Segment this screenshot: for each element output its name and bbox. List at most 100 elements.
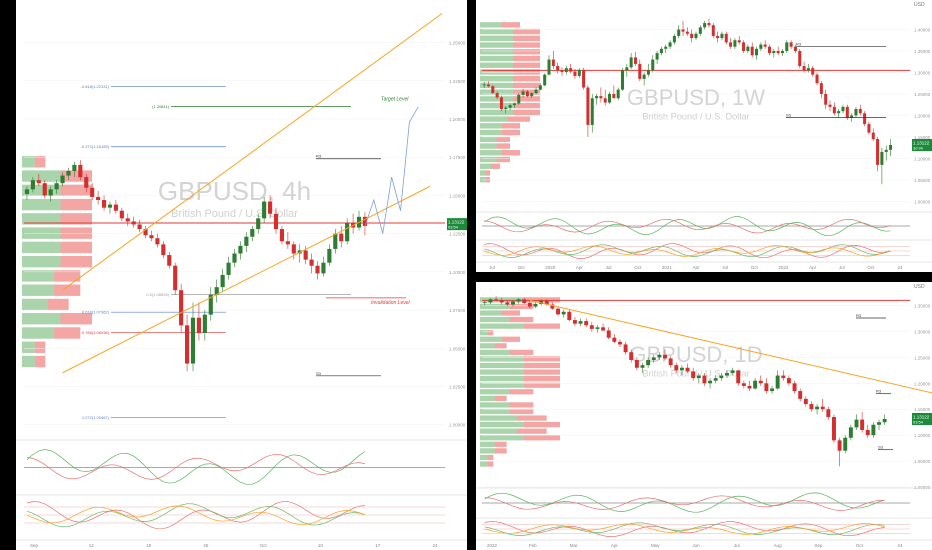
volume-profile-bar xyxy=(524,421,560,428)
fib-level-label: 0.5(1.08526) xyxy=(146,292,169,297)
current-price-badge[interactable] xyxy=(447,218,467,231)
volume-profile-bar xyxy=(513,28,540,35)
candle xyxy=(36,180,41,184)
candle xyxy=(871,132,875,140)
volume-profile-bar xyxy=(480,310,502,316)
volume-profile-bar xyxy=(502,123,520,129)
volume-profile-bar xyxy=(480,129,502,136)
current-price-badge[interactable] xyxy=(912,139,932,152)
candle xyxy=(780,50,784,54)
candle xyxy=(620,70,625,90)
fib-level-label: -0.618(1.22131) xyxy=(81,84,110,89)
time-tick-label: Feb xyxy=(529,543,537,548)
volume-profile-bar xyxy=(54,270,81,282)
current-price-value: 1.13122 xyxy=(913,141,930,146)
candle xyxy=(832,417,836,441)
volume-profile-bar xyxy=(22,241,61,254)
time-tick-label: Oct xyxy=(518,265,526,270)
volume-profile-bar xyxy=(34,156,46,168)
volume-profile-bar xyxy=(491,163,500,169)
rsi-line xyxy=(484,492,885,513)
candle xyxy=(690,33,694,39)
current-price-badge[interactable] xyxy=(912,412,932,425)
chart-subtitle: British Pound / U.S. Dollar xyxy=(642,368,749,378)
fib-level-label: 0.786(1.06038) xyxy=(82,330,110,335)
volume-profile-bar xyxy=(480,156,497,163)
volume-profile-bar xyxy=(22,213,61,225)
time-tick-label: Apr xyxy=(576,265,584,270)
candle xyxy=(889,145,893,150)
annotation-label: R3 xyxy=(796,42,802,47)
time-tick-label: 2022 xyxy=(487,543,498,548)
price-tick-label: 1.20000 xyxy=(449,117,466,122)
time-tick-label: 24 xyxy=(897,543,903,548)
volume-profile-bar xyxy=(480,421,524,428)
price-tick-label: 1.10000 xyxy=(449,270,466,275)
volume-profile-bar xyxy=(480,362,524,369)
volume-profile-bar xyxy=(60,241,92,254)
rsi-signal-line xyxy=(26,453,366,480)
candle xyxy=(764,383,769,392)
trend-channel-line[interactable] xyxy=(62,185,431,374)
candle xyxy=(837,440,842,451)
candle xyxy=(556,308,560,315)
candle xyxy=(703,23,707,28)
chart-4h-svg: 1.25000 1.22500 1.20000 1.17500 1.15000 1.125… xyxy=(16,13,467,548)
volume-profile-bar xyxy=(513,55,540,62)
volume-profile-bar xyxy=(480,89,513,95)
candle xyxy=(837,111,841,114)
candle xyxy=(362,216,368,226)
candle xyxy=(707,23,711,26)
chart-1d-svg: USD 1.35000 1.30000 1.25000 1.20000 1.15000 1.… xyxy=(476,284,932,548)
volume-profile-bar xyxy=(480,42,513,48)
projection-path[interactable] xyxy=(364,106,419,234)
current-price-value: 1.13122 xyxy=(913,414,930,419)
candle xyxy=(815,406,820,410)
candle xyxy=(527,302,532,307)
volume-profile-bar xyxy=(54,284,81,296)
volume-profile-bar xyxy=(513,82,540,89)
candle xyxy=(803,398,808,405)
volume-profile-bar xyxy=(480,62,513,68)
candle xyxy=(495,93,499,98)
candle xyxy=(792,383,797,392)
price-tick-label: 1.35000 xyxy=(914,304,931,309)
candle xyxy=(702,375,707,384)
candle xyxy=(623,344,628,353)
chart-pane-1d[interactable]: USD 1.35000 1.30000 1.25000 1.20000 1.15000 1.… xyxy=(476,282,932,550)
candle xyxy=(786,378,791,384)
volume-profile-bar xyxy=(22,355,35,368)
candle xyxy=(668,42,672,47)
stoch-k-line xyxy=(484,521,885,537)
trend-channel-line[interactable] xyxy=(529,299,932,394)
volume-profile-bar xyxy=(47,298,69,311)
price-tick-label: 1.02500 xyxy=(449,385,466,390)
chart-pane-1w[interactable]: USD 1.40000 1.35000 1.30000 1.25000 1.20000 1.… xyxy=(476,0,932,272)
time-tick-label: Jul xyxy=(734,543,740,548)
candle xyxy=(663,354,667,359)
volume-profile-bar xyxy=(22,184,61,197)
candle xyxy=(691,371,696,379)
candle xyxy=(826,409,831,418)
volume-profile-bar xyxy=(480,303,510,310)
candle xyxy=(755,48,759,56)
candle xyxy=(232,253,237,263)
candle xyxy=(42,183,47,196)
volume-profile-bar xyxy=(509,389,534,395)
candle xyxy=(131,221,136,225)
stoch-d-line xyxy=(484,244,891,258)
time-tick-label: Oct xyxy=(867,265,875,270)
candle xyxy=(482,84,486,86)
volume-profile-bar xyxy=(480,316,510,323)
candle xyxy=(629,352,634,360)
candle xyxy=(589,325,594,329)
candle xyxy=(672,35,676,43)
time-tick-label: 2021 xyxy=(662,265,673,270)
candle xyxy=(775,375,780,389)
trend-channel-line[interactable] xyxy=(62,13,443,291)
time-tick-label: 24 xyxy=(897,265,903,270)
chart-pane-4h[interactable]: 1.25000 1.22500 1.20000 1.17500 1.15000 1.125… xyxy=(16,0,467,550)
annotation-label: R3 xyxy=(856,313,862,318)
candle xyxy=(547,59,551,75)
